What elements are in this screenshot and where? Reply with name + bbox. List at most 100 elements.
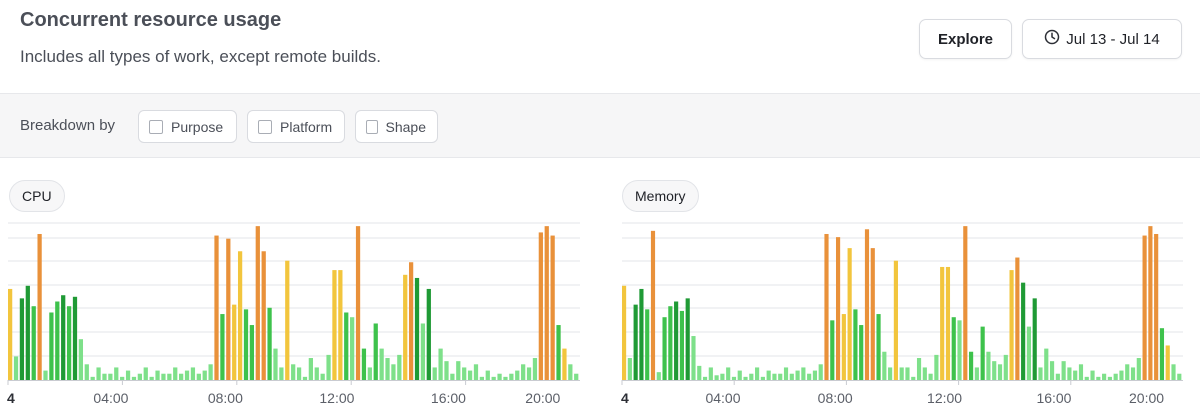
chart-bar[interactable] bbox=[1096, 376, 1101, 380]
chart-bar[interactable] bbox=[622, 285, 627, 380]
chart-bar[interactable] bbox=[355, 226, 361, 380]
chart-bar[interactable] bbox=[49, 312, 54, 380]
chart-bar[interactable] bbox=[980, 326, 985, 380]
chart-bar[interactable] bbox=[1061, 361, 1066, 380]
chart-bar[interactable] bbox=[1084, 376, 1089, 380]
chart-bar[interactable] bbox=[905, 367, 910, 380]
chart-bar[interactable] bbox=[1073, 370, 1078, 380]
chart-bar[interactable] bbox=[485, 370, 490, 380]
chart-bar[interactable] bbox=[1165, 345, 1170, 380]
chart-bar[interactable] bbox=[391, 364, 396, 380]
chart-bar[interactable] bbox=[190, 367, 196, 380]
chart-bar[interactable] bbox=[420, 323, 426, 380]
chart-bar[interactable] bbox=[31, 306, 36, 380]
chart-bar[interactable] bbox=[438, 348, 443, 380]
chart-bar[interactable] bbox=[538, 232, 543, 380]
chart-bar[interactable] bbox=[515, 370, 520, 380]
chart-bar[interactable] bbox=[743, 376, 748, 380]
chart-bar[interactable] bbox=[149, 376, 154, 380]
chart-bar[interactable] bbox=[432, 367, 437, 380]
chart-bar[interactable] bbox=[864, 229, 870, 380]
chart-bar[interactable] bbox=[19, 298, 25, 380]
chart-bar[interactable] bbox=[888, 367, 893, 380]
chart-bar[interactable] bbox=[491, 376, 496, 380]
chart-bar[interactable] bbox=[1159, 328, 1165, 380]
chart-bar[interactable] bbox=[296, 367, 302, 380]
chart-bar[interactable] bbox=[414, 277, 420, 380]
chart-bar[interactable] bbox=[161, 373, 166, 380]
chart-bar[interactable] bbox=[1009, 270, 1014, 380]
chart-bar[interactable] bbox=[78, 339, 84, 380]
chart-bar[interactable] bbox=[708, 367, 713, 380]
chart-bar[interactable] bbox=[685, 298, 690, 380]
chart-bar[interactable] bbox=[766, 370, 771, 380]
chart-bar[interactable] bbox=[1130, 367, 1136, 380]
chart-bar[interactable] bbox=[338, 270, 343, 380]
chart-bar[interactable] bbox=[1148, 226, 1153, 380]
chart-bar[interactable] bbox=[120, 376, 125, 380]
chart-bar[interactable] bbox=[137, 373, 142, 380]
chart-bar[interactable] bbox=[367, 367, 372, 380]
chart-bar[interactable] bbox=[899, 367, 904, 380]
chart-bar[interactable] bbox=[243, 309, 249, 380]
chart-bar[interactable] bbox=[812, 370, 818, 380]
chart-bar[interactable] bbox=[66, 306, 72, 380]
chart-bar[interactable] bbox=[934, 354, 939, 380]
chart-bar[interactable] bbox=[37, 233, 42, 380]
chart-bar[interactable] bbox=[1113, 373, 1118, 380]
chart-bar[interactable] bbox=[220, 314, 225, 380]
chart-bar[interactable] bbox=[853, 309, 858, 380]
chart-bar[interactable] bbox=[462, 367, 467, 380]
chart-bar[interactable] bbox=[350, 317, 355, 380]
chart-bar[interactable] bbox=[986, 351, 991, 380]
chart-bar[interactable] bbox=[574, 373, 579, 380]
chart-bar[interactable] bbox=[1119, 370, 1124, 380]
chart-bar[interactable] bbox=[928, 373, 933, 380]
chart-bar[interactable] bbox=[870, 248, 875, 380]
chart-bar[interactable] bbox=[279, 367, 284, 380]
chart-bar[interactable] bbox=[125, 370, 131, 380]
chart-bar[interactable] bbox=[467, 370, 473, 380]
chart-bar[interactable] bbox=[783, 367, 789, 380]
chart-bar[interactable] bbox=[226, 238, 231, 380]
chart-bar[interactable] bbox=[72, 296, 78, 380]
chart-bar[interactable] bbox=[255, 226, 260, 380]
chart-bar[interactable] bbox=[789, 373, 794, 380]
chart-bar[interactable] bbox=[173, 367, 178, 380]
chart-bar[interactable] bbox=[1049, 361, 1055, 380]
chart-bar[interactable] bbox=[633, 304, 638, 380]
chart-bar[interactable] bbox=[1107, 376, 1112, 380]
chart-bar[interactable] bbox=[778, 373, 783, 380]
chart-bar[interactable] bbox=[314, 367, 319, 380]
chart-bar[interactable] bbox=[807, 373, 812, 380]
chart-bar[interactable] bbox=[1055, 373, 1060, 380]
chart-bar[interactable] bbox=[114, 367, 119, 380]
chart-bar[interactable] bbox=[841, 314, 846, 380]
chart-bar[interactable] bbox=[702, 376, 708, 380]
chart-bar[interactable] bbox=[55, 301, 60, 381]
breakdown-shape-checkbox[interactable]: Shape bbox=[355, 110, 438, 143]
chart-bar[interactable] bbox=[1177, 373, 1182, 380]
chart-bar[interactable] bbox=[627, 358, 632, 380]
chart-bar[interactable] bbox=[568, 364, 573, 380]
chart-bar[interactable] bbox=[957, 320, 962, 380]
chart-bar[interactable] bbox=[992, 361, 997, 380]
chart-bar[interactable] bbox=[43, 370, 48, 380]
chart-bar[interactable] bbox=[1136, 358, 1141, 380]
chart-bar[interactable] bbox=[521, 364, 526, 380]
chart-bar[interactable] bbox=[8, 288, 13, 380]
chart-bar[interactable] bbox=[526, 367, 532, 380]
chart-bar[interactable] bbox=[1171, 364, 1176, 380]
chart-bar[interactable] bbox=[403, 274, 408, 380]
chart-bar[interactable] bbox=[155, 370, 160, 380]
chart-bar[interactable] bbox=[835, 237, 841, 380]
chart-bar[interactable] bbox=[320, 373, 325, 380]
chart-bar[interactable] bbox=[326, 354, 331, 380]
chart-bar[interactable] bbox=[737, 370, 742, 380]
chart-bar[interactable] bbox=[249, 325, 255, 380]
chart-bar[interactable] bbox=[509, 373, 514, 380]
chart-bar[interactable] bbox=[922, 367, 927, 380]
chart-bar[interactable] bbox=[25, 285, 30, 380]
chart-bar[interactable] bbox=[1154, 233, 1159, 380]
chart-bar[interactable] bbox=[361, 348, 367, 380]
